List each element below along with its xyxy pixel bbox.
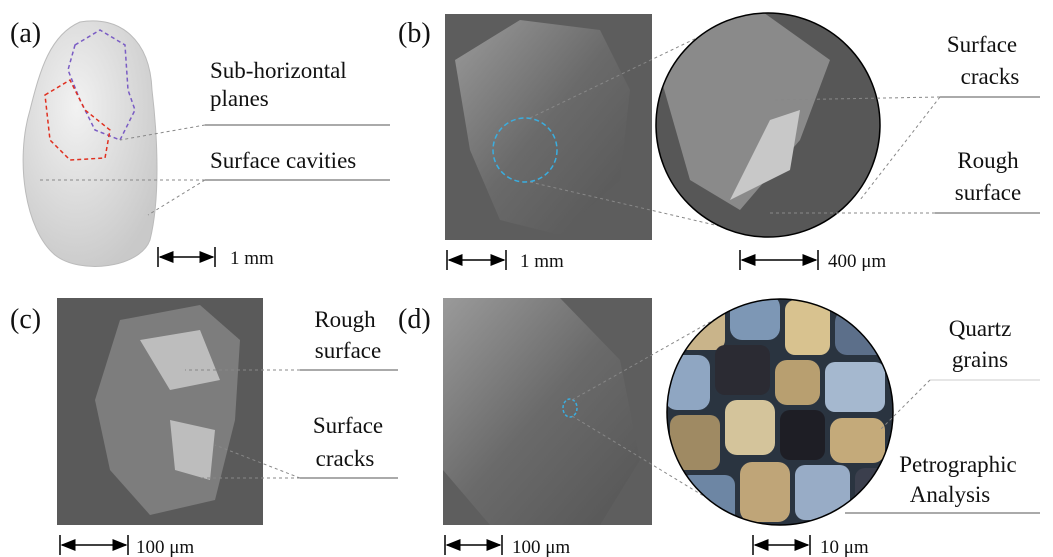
scale-label: 1 mm	[520, 251, 564, 272]
scale-label: 10 μm	[820, 537, 869, 557]
annotation: Analysis	[910, 482, 991, 507]
annotation: grains	[952, 347, 1008, 372]
annotation: surface	[955, 180, 1021, 205]
annotation: Sub-horizontal	[210, 58, 347, 83]
annotation: Quartz	[949, 316, 1012, 341]
scale-label: 400 μm	[828, 251, 886, 272]
panel-label: (b)	[398, 18, 431, 49]
annotation: Rough	[314, 307, 376, 332]
annotation: planes	[210, 86, 269, 111]
annotation: surface	[315, 338, 381, 363]
figure: (a) Sub-horizontal planes Surface caviti…	[0, 0, 1053, 557]
panel-label: (c)	[10, 304, 41, 335]
rock-model	[23, 21, 157, 267]
annotation: Rough	[957, 148, 1019, 173]
scale-label: 100 μm	[136, 537, 194, 557]
annotation: Surface	[313, 413, 383, 438]
scale-label: 1 mm	[230, 248, 274, 269]
scale-label: 100 μm	[512, 537, 570, 557]
panel-label: (d)	[398, 304, 431, 335]
annotation: Petrographic	[899, 452, 1017, 477]
panel-label: (a)	[10, 18, 41, 49]
annotation: Surface	[947, 32, 1017, 57]
annotation: cracks	[961, 64, 1020, 89]
annotation: cracks	[316, 446, 375, 471]
annotation: Surface cavities	[210, 148, 356, 173]
